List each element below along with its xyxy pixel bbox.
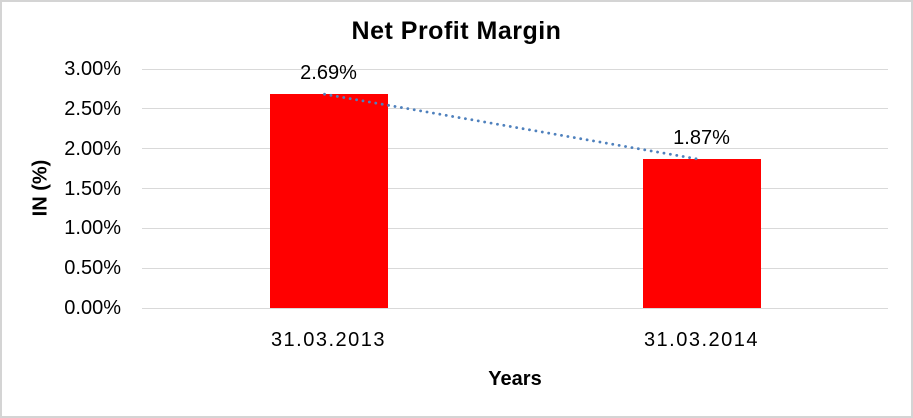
y-axis-tick-label: 2.50% (64, 97, 121, 120)
y-axis-tick-label: 3.00% (64, 58, 121, 80)
gridline (142, 307, 888, 309)
x-axis-category-label: 31.03.2014 (643, 329, 760, 351)
gridline (142, 227, 888, 229)
y-axis-tick-label: 2.00% (64, 137, 121, 160)
y-axis-tick-label: 0.50% (64, 257, 121, 280)
gridline (142, 108, 888, 110)
y-axis-tick-label: 0.00% (64, 297, 121, 319)
x-axis-title: Years (488, 368, 542, 390)
gridline (142, 148, 888, 150)
bar-31.03.2013 (269, 93, 388, 308)
chart-title: Net Profit Margin (351, 17, 562, 45)
value-label: 1.87% (673, 127, 730, 150)
bar-31.03.2014 (642, 159, 761, 308)
x-axis-category-label: 31.03.2013 (270, 329, 387, 351)
gridline (142, 188, 888, 189)
gridline (142, 68, 888, 70)
y-axis-tick-label: 1.50% (64, 177, 121, 200)
value-label: 2.69% (300, 61, 357, 84)
gridline (142, 267, 888, 269)
y-axis-tick-label: 1.00% (64, 217, 121, 240)
